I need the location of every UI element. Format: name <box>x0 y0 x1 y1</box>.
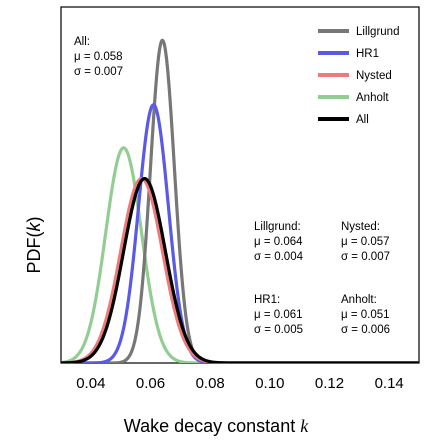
annotation-all-sigma: σ = 0.007 <box>74 66 123 78</box>
x-tick-label: 0.12 <box>315 375 344 392</box>
annotation-hr1: HR1: μ = 0.061 σ = 0.005 <box>254 294 303 336</box>
annotation-anholt: Anholt: μ = 0.051 σ = 0.006 <box>341 294 390 336</box>
annotation-nysted-title: Nysted: <box>341 221 380 233</box>
annotation-hr1-mu: μ = 0.061 <box>254 309 303 321</box>
annotation-hr1-sigma: σ = 0.005 <box>254 324 303 336</box>
series-line-anholt <box>61 146 419 363</box>
x-tick-label: 0.14 <box>375 375 404 392</box>
annotation-anholt-sigma: σ = 0.006 <box>341 324 390 336</box>
annotation-all-title: All: <box>74 36 90 48</box>
annotation-all-mu: μ = 0.058 <box>74 51 123 63</box>
annotation-lillgrund: Lillgrund: μ = 0.064 σ = 0.004 <box>254 221 304 263</box>
x-axis-label: Wake decay constant k <box>124 416 309 436</box>
y-axis-label: PDF(k) <box>24 217 44 274</box>
legend-label-hr1: HR1 <box>356 48 379 60</box>
x-axis-ticks: 0.04 0.06 0.08 0.10 0.12 0.14 <box>76 375 404 392</box>
legend: Lillgrund HR1 Nysted Anholt All <box>318 26 399 126</box>
legend-label-all: All <box>356 114 369 126</box>
legend-label-anholt: Anholt <box>356 92 389 104</box>
annotation-anholt-title: Anholt: <box>341 294 377 306</box>
series-curves <box>61 38 419 363</box>
legend-label-nysted: Nysted <box>356 70 392 82</box>
series-line-nysted <box>61 176 419 363</box>
legend-label-lillgrund: Lillgrund <box>356 26 399 38</box>
series-line-hr1 <box>61 103 419 363</box>
annotation-nysted: Nysted: μ = 0.057 σ = 0.007 <box>341 221 390 263</box>
x-tick-label: 0.06 <box>136 375 165 392</box>
annotation-lillgrund-mu: μ = 0.064 <box>254 236 303 248</box>
x-tick-label: 0.08 <box>196 375 225 392</box>
annotation-nysted-mu: μ = 0.057 <box>341 236 390 248</box>
series-line-all <box>61 176 419 363</box>
annotation-nysted-sigma: σ = 0.007 <box>341 251 390 263</box>
annotation-hr1-title: HR1: <box>254 294 280 306</box>
annotation-all: All: μ = 0.058 σ = 0.007 <box>74 36 123 78</box>
annotation-anholt-mu: μ = 0.051 <box>341 309 390 321</box>
series-line-lillgrund <box>61 38 419 363</box>
x-tick-label: 0.04 <box>76 375 105 392</box>
x-tick-label: 0.10 <box>255 375 284 392</box>
annotation-lillgrund-title: Lillgrund: <box>254 221 301 233</box>
annotation-lillgrund-sigma: σ = 0.004 <box>254 251 304 263</box>
